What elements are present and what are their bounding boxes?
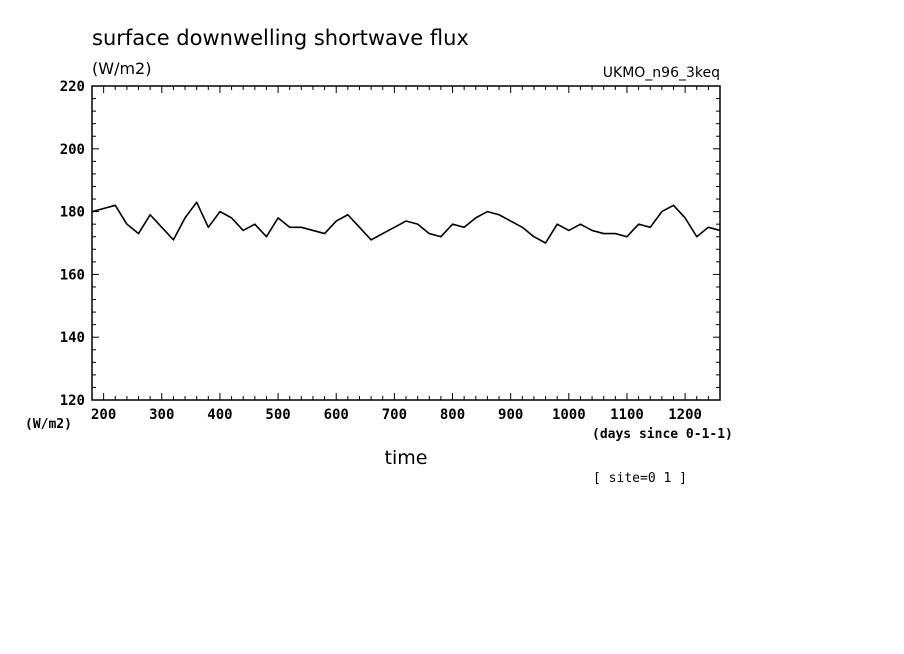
x-tick-label: 1000 <box>552 407 586 423</box>
x-tick-label: 200 <box>91 407 116 423</box>
y-axis-unit-label: (W/m2) <box>25 417 72 432</box>
site-label: [ site=0 1 ] <box>593 471 687 486</box>
series-line-0 <box>91 201 721 244</box>
y-tick-label: 220 <box>60 79 85 95</box>
y-tick-label: 160 <box>60 267 85 283</box>
x-tick-label: 900 <box>498 407 523 423</box>
x-tick-label: 1100 <box>610 407 644 423</box>
model-label: UKMO_n96_3keq <box>603 65 720 81</box>
y-tick-label: 120 <box>60 393 85 409</box>
x-tick-label: 500 <box>265 407 290 423</box>
units-label: (W/m2) <box>92 59 151 78</box>
series-layer <box>91 201 721 244</box>
plot-frame <box>91 85 721 401</box>
x-tick-label: 400 <box>207 407 232 423</box>
y-axis-ticks: 120 140 160 180 200 220 <box>60 79 720 409</box>
y-tick-label: 180 <box>60 205 85 221</box>
x-tick-label: 600 <box>324 407 349 423</box>
x-axis-title: time <box>385 447 428 469</box>
x-tick-label: 1200 <box>668 407 702 423</box>
x-axis-unit-label: (days since 0-1-1) <box>592 427 733 442</box>
x-tick-label: 300 <box>149 407 174 423</box>
y-tick-label: 140 <box>60 330 85 346</box>
y-tick-label: 200 <box>60 142 85 158</box>
x-tick-label: 800 <box>440 407 465 423</box>
chart-title: surface downwelling shortwave flux <box>92 26 469 50</box>
x-axis-ticks: 200 300 400 500 600 700 800 900 1000 1100 1200 <box>91 86 709 423</box>
x-tick-label: 700 <box>382 407 407 423</box>
